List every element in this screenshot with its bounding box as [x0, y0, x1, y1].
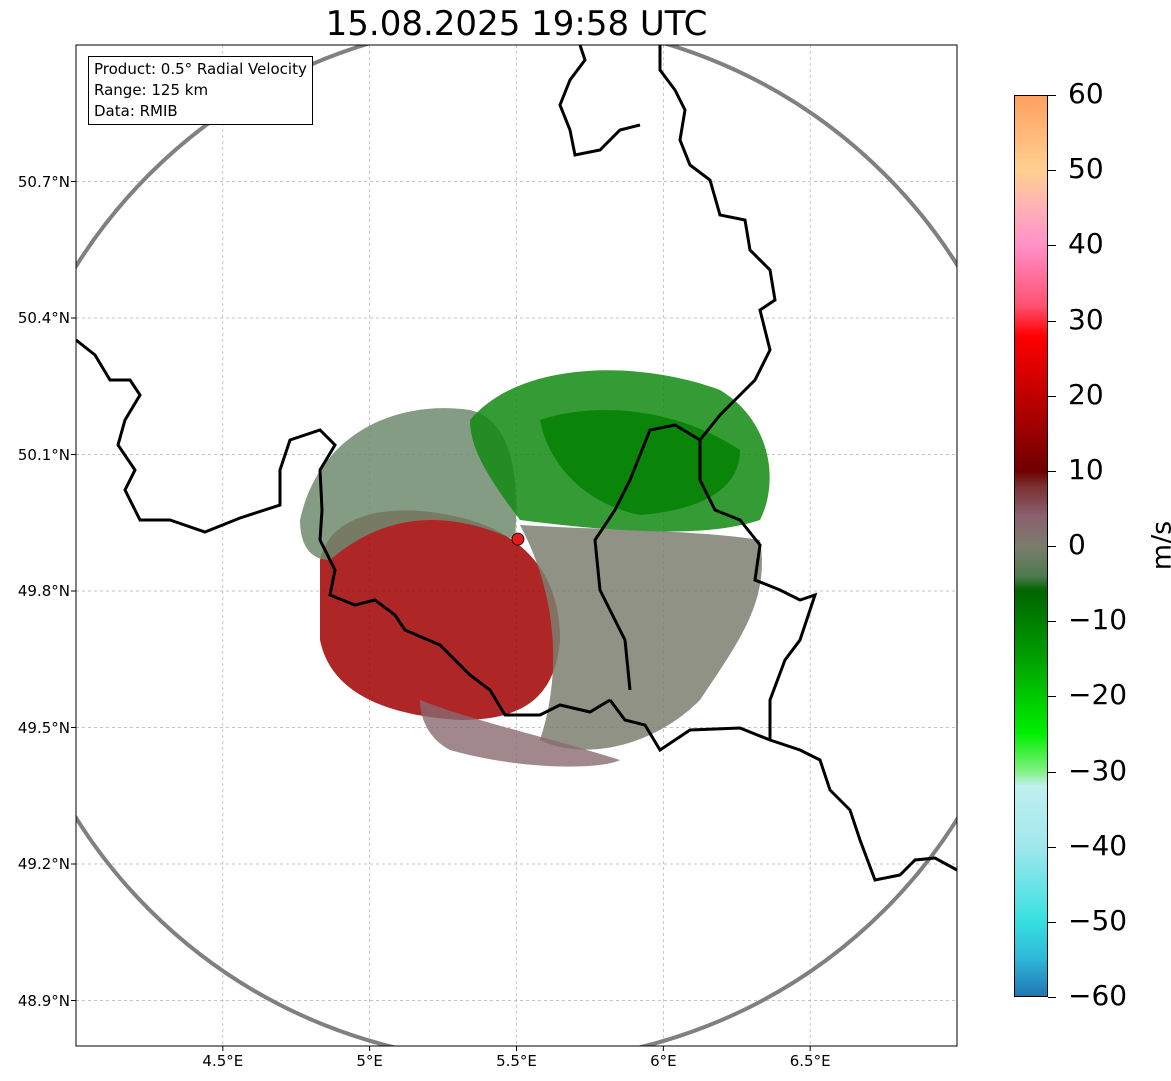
border-belgium-luxembourg: [608, 699, 957, 882]
colorbar: [1014, 95, 1048, 997]
colorbar-tick-label: 20: [1068, 377, 1104, 411]
lon-tick-label: 4.5°E: [202, 1052, 244, 1070]
info-product: Product: 0.5° Radial Velocity: [94, 60, 307, 78]
colorbar-tick: [1048, 320, 1056, 322]
lat-tick-label: 49.2°N: [17, 855, 70, 873]
colorbar-tick: [1048, 546, 1056, 547]
colorbar-tick: [1048, 245, 1056, 247]
echo-receding-southwest: [320, 510, 560, 720]
lat-tick-label: 48.9°N: [17, 991, 70, 1010]
colorbar-tick: [1048, 395, 1056, 397]
colorbar-tick: [1048, 621, 1056, 623]
echo-green-core: [540, 410, 740, 515]
lat-tick-label: 50.7°N: [17, 172, 70, 191]
colorbar-tick: [1048, 95, 1056, 96]
colorbar-tick-label: −60: [1068, 979, 1128, 1012]
border-belgium-germany: [658, 45, 777, 441]
colorbar-tick: [1048, 771, 1056, 773]
border-belgium-france: [76, 338, 611, 717]
lon-tick-label: 6°E: [650, 1052, 677, 1070]
border-netherlands: [558, 45, 641, 157]
lat-tick-label: 50.4°N: [17, 309, 70, 327]
radar-site-marker: [511, 532, 525, 546]
colorbar-tick: [1048, 846, 1056, 848]
colorbar-tick: [1048, 696, 1056, 698]
colorbar-tick-label: 30: [1068, 302, 1104, 336]
colorbar-tick-label: −10: [1068, 603, 1128, 637]
lon-tick-label: 6.5°E: [789, 1052, 831, 1070]
colorbar-tick-label: 10: [1068, 452, 1104, 486]
colorbar-tick-label: −40: [1068, 828, 1128, 862]
colorbar-tick-label: −20: [1068, 678, 1128, 712]
echo-near-zero-west: [300, 408, 517, 560]
axis-ticks: [71, 181, 811, 1051]
lon-tick-label: 5°E: [356, 1052, 383, 1070]
colorbar-tick-label: −30: [1068, 753, 1128, 787]
colorbar-tick-label: −50: [1068, 903, 1128, 937]
lat-tick-label: 50.1°N: [17, 445, 70, 464]
echo-mixed-south: [420, 700, 620, 767]
info-box: Product: 0.5° Radial Velocity Range: 125…: [88, 56, 313, 125]
map-title: 15.08.2025 19:58 UTC: [325, 4, 708, 44]
lon-tick-label: 5.5°E: [496, 1052, 537, 1070]
colorbar-tick: [1048, 470, 1056, 472]
lat-tick-label: 49.5°N: [17, 718, 70, 737]
lat-tick-label: 49.8°N: [17, 582, 70, 600]
colorbar-tick: [1048, 997, 1056, 998]
colorbar-tick-label: 60: [1068, 77, 1104, 110]
colorbar-unit: m/s: [1146, 520, 1171, 571]
colorbar-tick-label: 0: [1068, 528, 1086, 561]
echo-near-zero-east: [520, 525, 762, 750]
colorbar-tick-label: 50: [1068, 152, 1104, 186]
colorbar-tick: [1048, 921, 1056, 923]
colorbar-tick-label: 40: [1068, 227, 1104, 261]
info-data-source: Data: RMIB: [94, 102, 178, 120]
colorbar-tick: [1048, 170, 1056, 172]
info-range: Range: 125 km: [94, 81, 209, 99]
border-luxembourg-west: [593, 423, 818, 740]
